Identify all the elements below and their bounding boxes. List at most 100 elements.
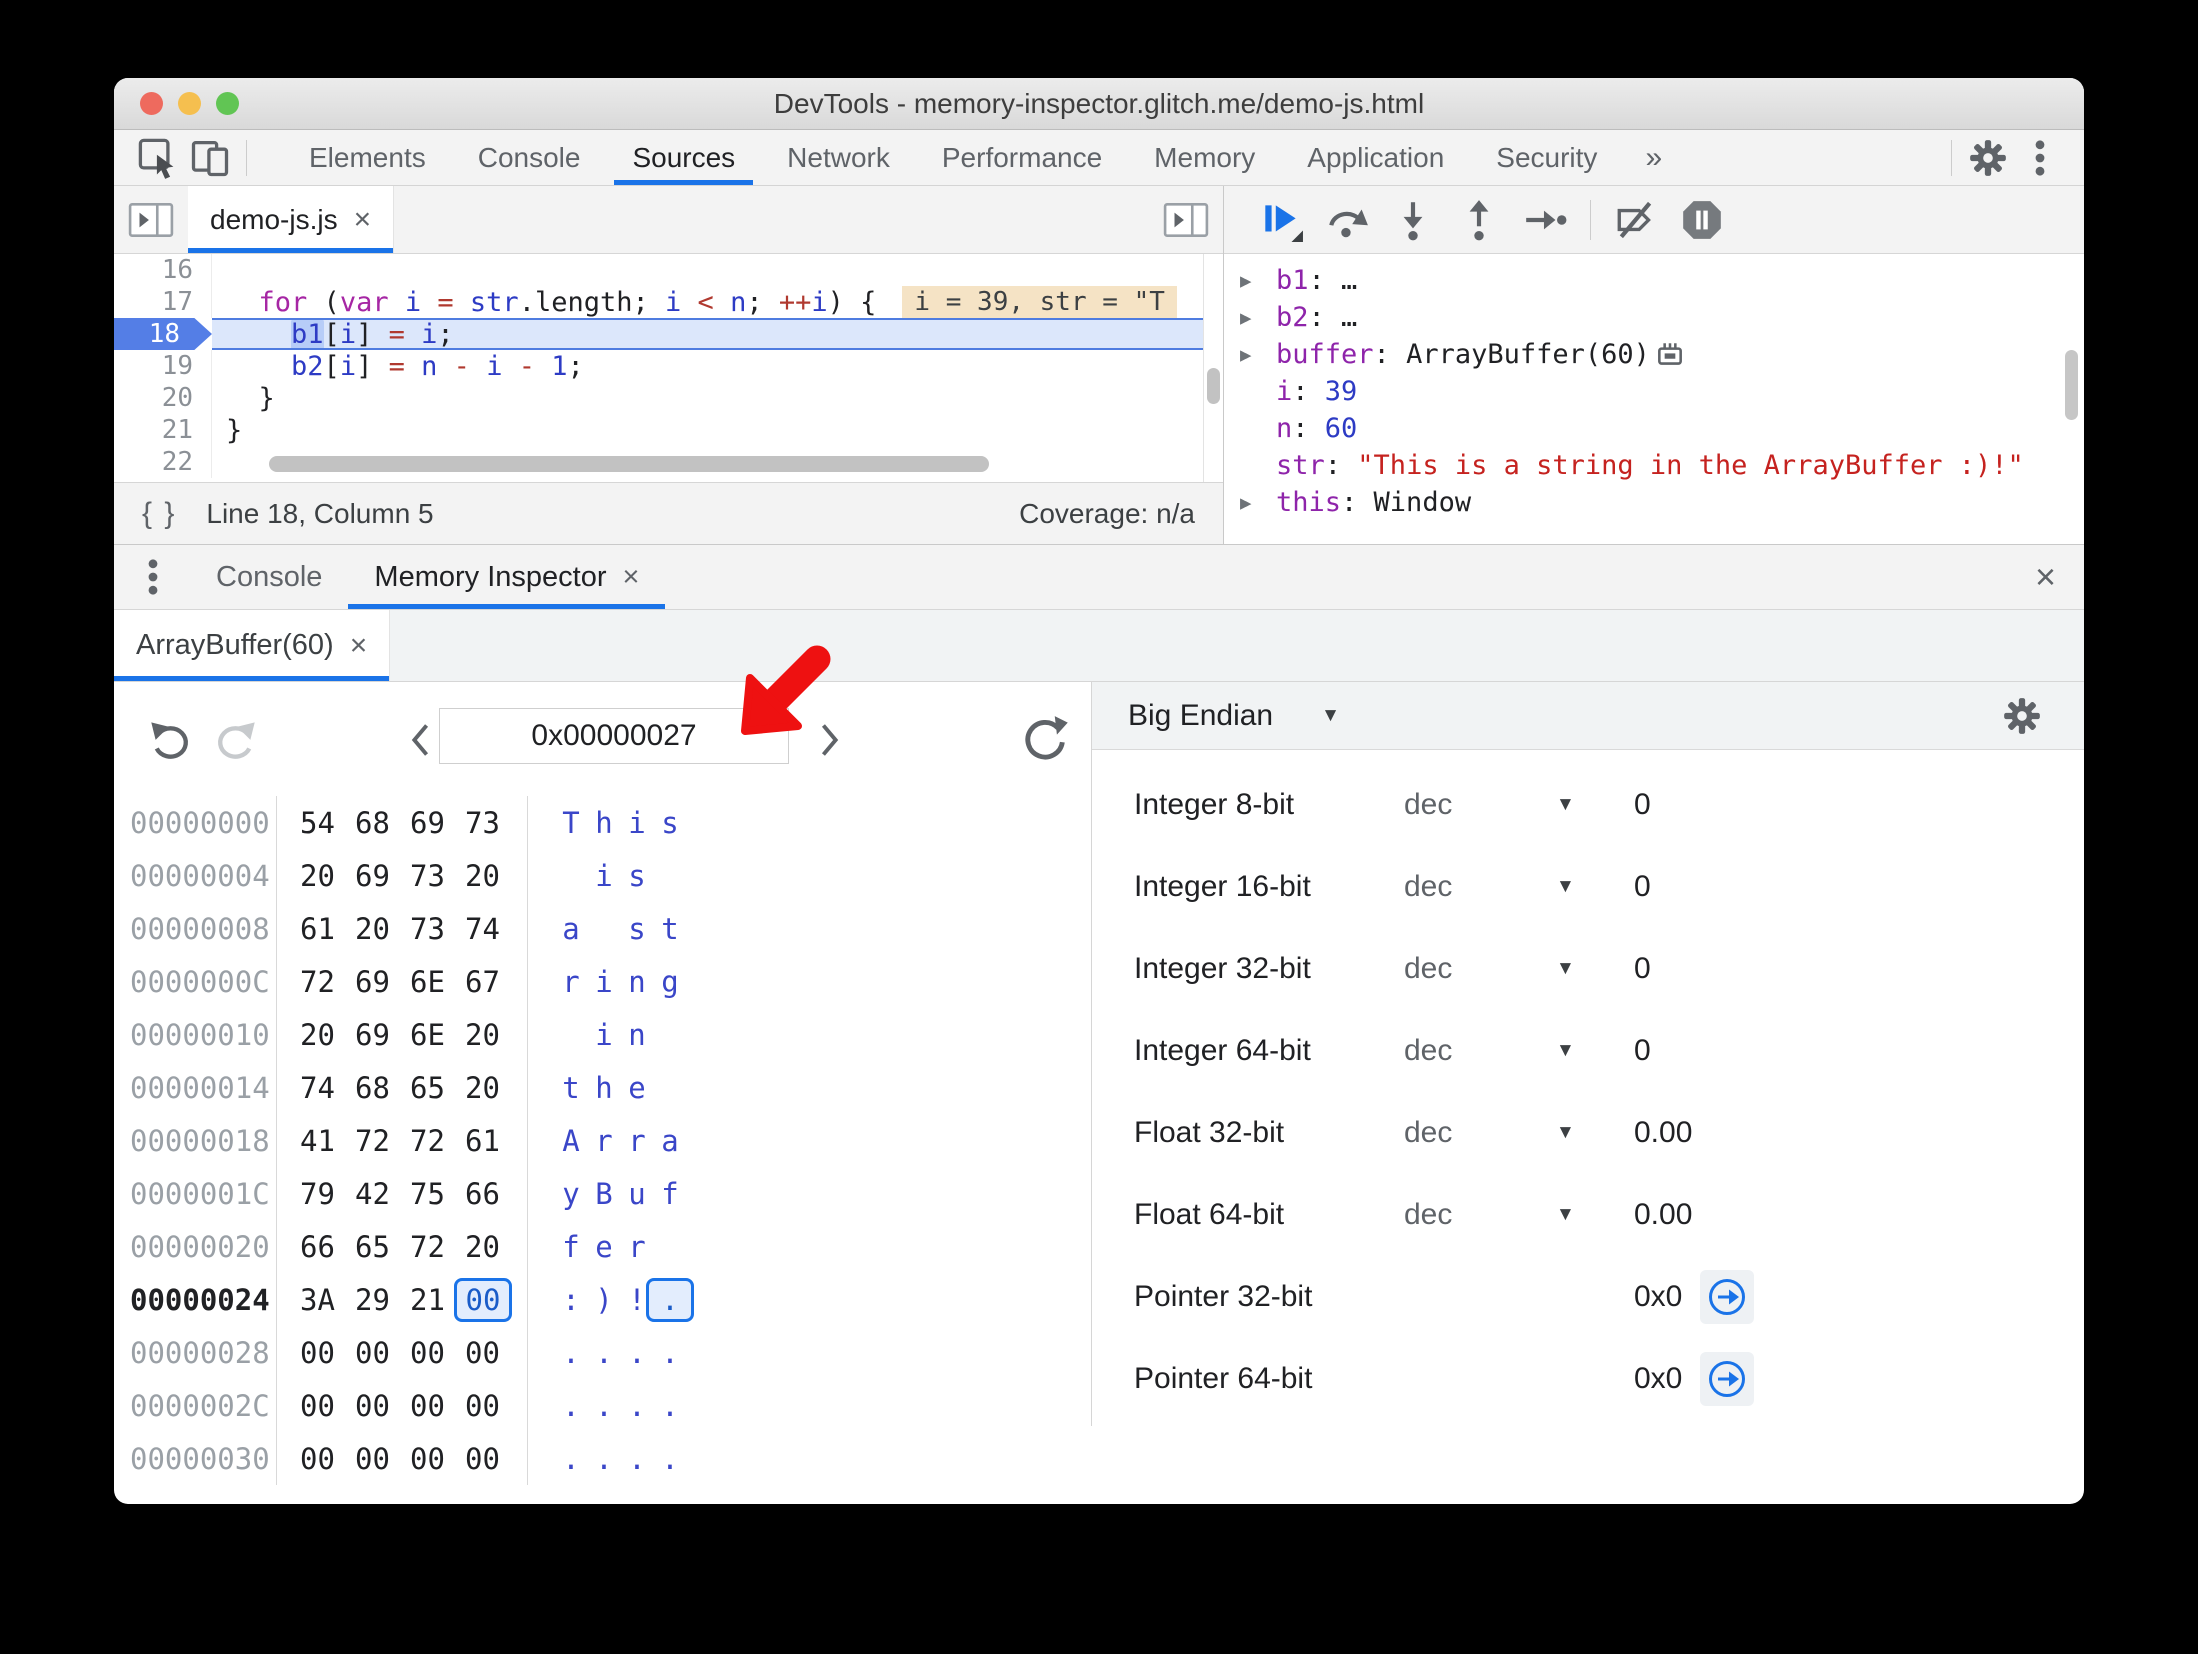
expand-triangle-icon[interactable]: ▶	[1240, 269, 1252, 292]
ascii-char[interactable]: B	[595, 1176, 613, 1211]
tab-sources[interactable]: Sources	[606, 130, 761, 185]
hex-byte[interactable]: 69	[355, 964, 390, 999]
ascii-char[interactable]: .	[595, 1441, 613, 1476]
tab-performance[interactable]: Performance	[941, 141, 1103, 173]
hex-byte[interactable]: 74	[465, 911, 500, 946]
ascii-char[interactable]: y	[562, 1176, 580, 1211]
hex-byte[interactable]: 20	[465, 1070, 500, 1105]
ascii-char[interactable]: h	[595, 805, 613, 840]
prev-page-icon[interactable]	[406, 720, 436, 760]
ascii-char[interactable]: f	[661, 1176, 679, 1211]
ascii-char[interactable]: !	[628, 1282, 646, 1317]
format-select[interactable]: dec	[1404, 1034, 1453, 1067]
minimize-window-button[interactable]	[178, 92, 201, 115]
ascii-char[interactable]: :	[562, 1282, 580, 1317]
scope-entry-b1[interactable]: ▶ b1: …	[1240, 265, 1358, 296]
hex-byte[interactable]: 00	[300, 1335, 335, 1370]
code-line-18[interactable]: 18 b1[i] = i;	[114, 318, 1223, 350]
settings-gear-icon[interactable]	[1996, 693, 2048, 739]
hex-byte[interactable]: 00	[355, 1388, 390, 1423]
hex-byte[interactable]: 69	[355, 858, 390, 893]
hex-byte[interactable]: 00	[410, 1388, 445, 1423]
endianness-select[interactable]: Big Endian ▼	[1092, 682, 2084, 750]
hex-byte[interactable]: 66	[300, 1229, 335, 1264]
scope-entry-i[interactable]: i: 39	[1276, 376, 1358, 407]
step-out-icon[interactable]	[1446, 197, 1512, 243]
jump-to-address-icon[interactable]	[1700, 1270, 1755, 1324]
hex-byte[interactable]: 61	[300, 911, 335, 946]
hex-byte[interactable]: 74	[300, 1070, 335, 1105]
expand-triangle-icon[interactable]: ▶	[1240, 491, 1252, 514]
more-panels-button[interactable]: »	[1645, 140, 1663, 174]
ascii-char[interactable]: .	[628, 1388, 646, 1423]
ascii-char[interactable]: .	[562, 1441, 580, 1476]
ascii-char[interactable]: .	[661, 1441, 679, 1476]
hex-byte[interactable]: 00	[454, 1277, 512, 1322]
kebab-menu-icon[interactable]	[2014, 135, 2066, 181]
ascii-char[interactable]: e	[595, 1229, 613, 1264]
tab-console[interactable]: Console	[190, 545, 348, 609]
hex-byte[interactable]: 00	[465, 1441, 500, 1476]
expand-triangle-icon[interactable]: ▶	[1240, 306, 1252, 329]
close-window-button[interactable]	[140, 92, 163, 115]
scope-entry-n[interactable]: n: 60	[1276, 413, 1358, 444]
close-icon[interactable]: ×	[349, 628, 368, 662]
format-select[interactable]: dec	[1404, 788, 1453, 821]
ascii-char[interactable]: s	[661, 805, 679, 840]
tab-console[interactable]: Console	[477, 141, 581, 173]
hex-byte[interactable]: 65	[355, 1229, 390, 1264]
hex-byte[interactable]: 20	[300, 858, 335, 893]
hex-byte[interactable]: 00	[300, 1388, 335, 1423]
hex-byte[interactable]: 72	[410, 1229, 445, 1264]
tab-elements[interactable]: Elements	[309, 141, 426, 173]
device-toolbar-icon[interactable]	[184, 135, 236, 181]
chevron-down-icon[interactable]: ▼	[1556, 1204, 1575, 1225]
ascii-char[interactable]: i	[628, 805, 646, 840]
ascii-char[interactable]: T	[562, 805, 580, 840]
hex-byte[interactable]: 6E	[410, 1017, 445, 1052]
ascii-char[interactable]: .	[562, 1335, 580, 1370]
hex-byte[interactable]: 41	[300, 1123, 335, 1158]
next-page-icon[interactable]	[814, 720, 844, 760]
hex-byte[interactable]: 68	[355, 805, 390, 840]
show-navigator-icon[interactable]	[128, 200, 174, 240]
hex-byte[interactable]: 79	[300, 1176, 335, 1211]
pretty-print-icon[interactable]: { }	[142, 496, 177, 530]
tab-application[interactable]: Application	[1307, 141, 1445, 173]
line-number[interactable]: 21	[114, 414, 212, 446]
step-over-icon[interactable]	[1314, 197, 1380, 243]
hex-byte[interactable]: 73	[465, 805, 500, 840]
hex-byte[interactable]: 00	[300, 1441, 335, 1476]
chevron-down-icon[interactable]: ▼	[1556, 958, 1575, 979]
ascii-char[interactable]: e	[628, 1070, 646, 1105]
execution-line-number[interactable]: 18	[114, 318, 212, 350]
hex-byte[interactable]: 20	[465, 1229, 500, 1264]
ascii-char[interactable]: t	[661, 911, 679, 946]
undo-icon[interactable]	[148, 718, 196, 766]
ascii-char[interactable]: r	[562, 964, 580, 999]
vertical-scrollbar[interactable]	[1207, 368, 1220, 404]
deactivate-breakpoints-icon[interactable]	[1603, 197, 1669, 243]
format-select[interactable]: dec	[1404, 1198, 1453, 1231]
tab-memory-inspector[interactable]: Memory Inspector ×	[348, 545, 666, 609]
line-number[interactable]: 16	[114, 254, 212, 286]
ascii-char[interactable]: n	[628, 1017, 646, 1052]
ascii-char[interactable]: .	[628, 1335, 646, 1370]
ascii-char[interactable]: .	[646, 1277, 694, 1322]
hex-byte[interactable]: 69	[410, 805, 445, 840]
hex-byte[interactable]: 3A	[300, 1282, 335, 1317]
hex-byte[interactable]: 68	[355, 1070, 390, 1105]
hex-byte[interactable]: 20	[300, 1017, 335, 1052]
file-tab-demo-js[interactable]: demo-js.js ×	[188, 186, 395, 253]
ascii-char[interactable]: s	[628, 911, 646, 946]
ascii-char[interactable]: r	[595, 1123, 613, 1158]
ascii-char[interactable]: n	[628, 964, 646, 999]
ascii-char[interactable]: a	[562, 911, 580, 946]
horizontal-scrollbar[interactable]	[269, 456, 989, 472]
hex-byte[interactable]: 72	[355, 1123, 390, 1158]
hex-byte[interactable]: 69	[355, 1017, 390, 1052]
vertical-scrollbar[interactable]	[2065, 350, 2078, 420]
ascii-char[interactable]: g	[661, 964, 679, 999]
ascii-char[interactable]: .	[595, 1388, 613, 1423]
ascii-char[interactable]: A	[562, 1123, 580, 1158]
